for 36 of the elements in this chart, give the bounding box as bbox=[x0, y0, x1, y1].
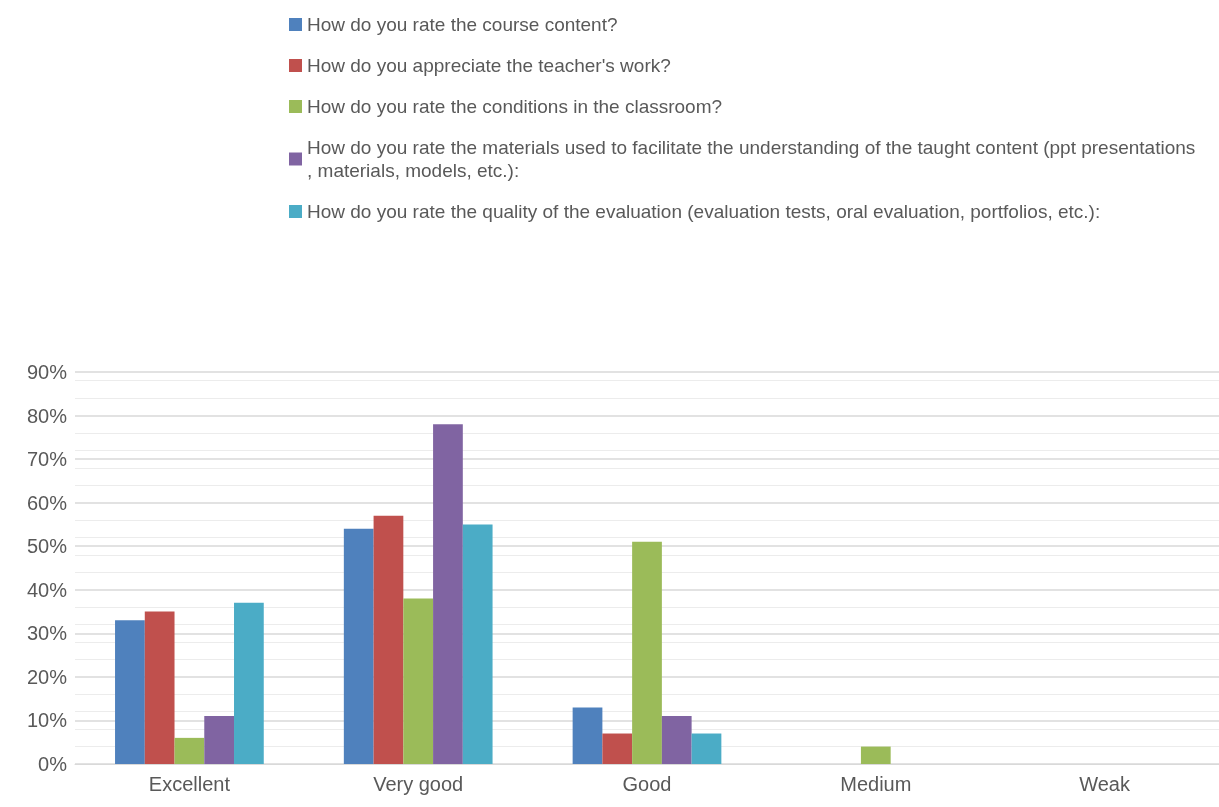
bar bbox=[174, 737, 205, 764]
y-tick-label: 70% bbox=[26, 448, 68, 471]
bar bbox=[661, 716, 692, 764]
bar bbox=[433, 424, 463, 764]
x-tick-label: Very good bbox=[373, 773, 464, 795]
legend-label: How do you appreciate the teacher's work? bbox=[307, 55, 671, 76]
legend-label: How do you rate the materials used to facilitate the understanding of the taught content (ppt presentations, materials, models, etc.): bbox=[307, 137, 1196, 181]
legend-label: How do you rate the course content? bbox=[307, 14, 618, 35]
x-tick-label: Excellent bbox=[148, 773, 231, 795]
x-tick-label: Good bbox=[622, 773, 672, 795]
y-tick-label: 30% bbox=[26, 622, 68, 645]
bar bbox=[403, 598, 434, 764]
y-tick-label: 20% bbox=[26, 665, 68, 688]
bar bbox=[234, 602, 264, 764]
bar bbox=[343, 528, 374, 764]
bar bbox=[462, 524, 493, 764]
x-tick-label: Weak bbox=[1079, 773, 1131, 795]
bar bbox=[691, 733, 722, 764]
y-tick-label: 60% bbox=[26, 491, 68, 514]
bar bbox=[373, 515, 404, 764]
y-tick-label: 80% bbox=[26, 404, 68, 427]
x-tick-label: Medium bbox=[840, 773, 912, 795]
legend-label: How do you rate the conditions in the classroom? bbox=[307, 96, 723, 117]
bar bbox=[144, 611, 175, 764]
bar bbox=[204, 716, 235, 764]
bar bbox=[602, 733, 633, 764]
y-tick-label: 50% bbox=[26, 535, 68, 558]
bar bbox=[860, 746, 891, 764]
bar bbox=[115, 620, 145, 764]
bar bbox=[632, 541, 662, 764]
y-tick-label: 40% bbox=[26, 578, 68, 601]
y-tick-label: 90% bbox=[26, 361, 68, 383]
y-tick-label: 10% bbox=[26, 709, 68, 732]
y-tick-label: 0% bbox=[38, 753, 68, 775]
bar bbox=[572, 707, 603, 764]
legend-label: How do you rate the quality of the evaluation (evaluation tests, oral evaluation, portfolios, etc.): bbox=[307, 201, 1101, 222]
